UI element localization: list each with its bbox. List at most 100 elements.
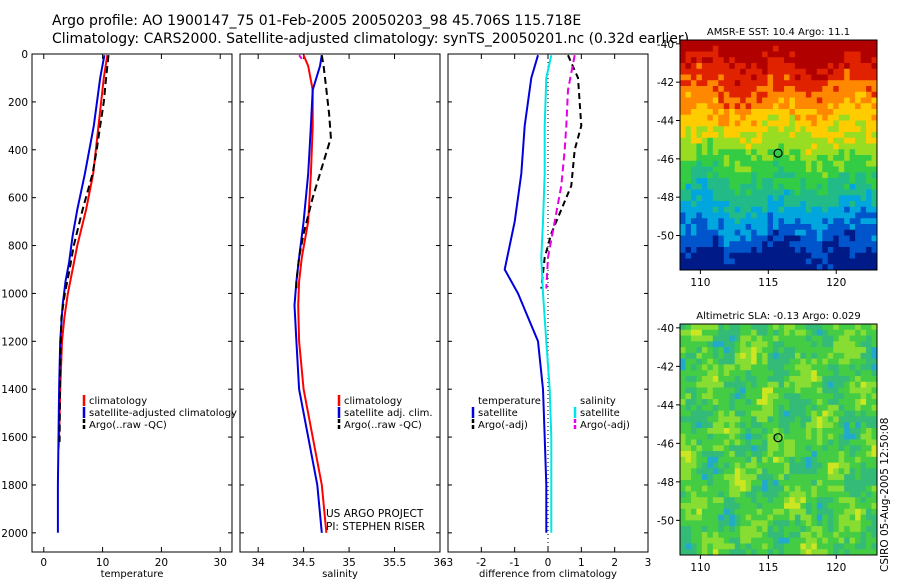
map-cell <box>723 514 730 521</box>
map-cell <box>707 508 714 515</box>
map-cell <box>712 531 719 539</box>
map-cell <box>745 329 752 336</box>
map-cell <box>762 375 768 383</box>
map-cell <box>701 341 708 348</box>
map-cell <box>822 520 829 527</box>
map-cell <box>871 218 878 225</box>
map-cell <box>800 514 807 521</box>
map-cell <box>811 80 818 87</box>
map-cell <box>696 235 703 242</box>
map-cell <box>773 399 779 406</box>
map-cell <box>762 229 768 236</box>
map-cell <box>745 45 752 52</box>
map-cell <box>690 514 697 521</box>
map-cell <box>778 410 785 417</box>
map-cell <box>783 258 790 265</box>
map-cell <box>712 155 719 162</box>
map-cell <box>822 393 829 400</box>
map-cell <box>756 479 763 487</box>
map-cell <box>767 247 774 254</box>
map-cell <box>756 387 763 394</box>
map-cell <box>805 514 812 521</box>
map-cell <box>844 224 851 231</box>
map-cell <box>849 370 856 377</box>
map-cell <box>833 155 840 162</box>
map-cell <box>712 537 719 544</box>
map-cell <box>734 143 741 150</box>
map-cell <box>696 40 703 47</box>
map-cell <box>816 370 823 377</box>
map-cell <box>783 549 790 556</box>
map-cell <box>822 132 829 139</box>
map-cell <box>794 206 801 213</box>
map-cell <box>767 63 774 70</box>
map-cell <box>756 218 763 225</box>
map-cell <box>767 264 774 271</box>
map-cell <box>827 241 834 248</box>
map-cell <box>680 86 686 93</box>
map-cell <box>816 57 823 64</box>
map-cell <box>866 427 872 435</box>
map-cell <box>827 451 834 458</box>
map-cell <box>822 51 829 58</box>
map-cell <box>827 329 834 336</box>
map-cell <box>729 235 736 242</box>
map-cell <box>773 329 779 336</box>
map-cell <box>855 63 861 70</box>
map-cell <box>762 549 768 556</box>
map-cell <box>871 485 878 492</box>
map-cell <box>805 347 812 354</box>
map-cell <box>723 178 730 185</box>
map-cell <box>701 264 708 271</box>
map-cell <box>822 451 829 458</box>
map-cell <box>816 364 823 371</box>
map-cell <box>756 514 763 521</box>
map-cell <box>833 218 840 225</box>
map-cell <box>805 427 812 435</box>
map-cell <box>871 410 878 417</box>
map-cell <box>740 149 747 156</box>
map-cell <box>800 74 807 81</box>
map-cell <box>773 375 779 383</box>
map-cell <box>805 341 812 348</box>
map-cell <box>685 63 692 70</box>
map-cell <box>701 543 708 550</box>
map-cell <box>745 497 752 504</box>
map-cell <box>860 241 867 248</box>
map-cell <box>833 160 840 167</box>
map-cell <box>740 137 747 144</box>
map-cell <box>723 537 730 544</box>
map-cell <box>838 358 845 365</box>
map-cell <box>838 364 845 371</box>
map-cell <box>805 218 812 225</box>
map-cell <box>871 393 878 400</box>
map-cell <box>816 358 823 365</box>
map-cell <box>816 235 823 242</box>
map-cell <box>740 520 747 527</box>
map-cell <box>712 183 719 190</box>
map-cell <box>811 341 818 348</box>
map-cell <box>729 143 736 150</box>
map-cell <box>701 183 708 190</box>
map-cell <box>723 451 730 458</box>
map-cell <box>680 51 686 58</box>
map-cell <box>811 137 818 144</box>
map-cell <box>855 445 861 452</box>
map-cell <box>718 462 725 469</box>
map-cell <box>745 172 752 179</box>
map-cell <box>718 212 725 219</box>
map-cell <box>783 178 790 185</box>
map-cell <box>794 74 801 81</box>
map-cell <box>773 416 779 423</box>
map-cell <box>838 410 845 417</box>
map-cell <box>723 189 730 196</box>
map-cell <box>849 247 856 254</box>
map-cell <box>723 324 730 331</box>
map-cell <box>751 352 758 360</box>
map-cell <box>690 543 697 550</box>
map-cell <box>794 370 801 377</box>
map-cell <box>723 520 730 527</box>
map-cell <box>696 479 703 487</box>
map-cell <box>680 132 686 139</box>
map-cell <box>680 166 686 173</box>
